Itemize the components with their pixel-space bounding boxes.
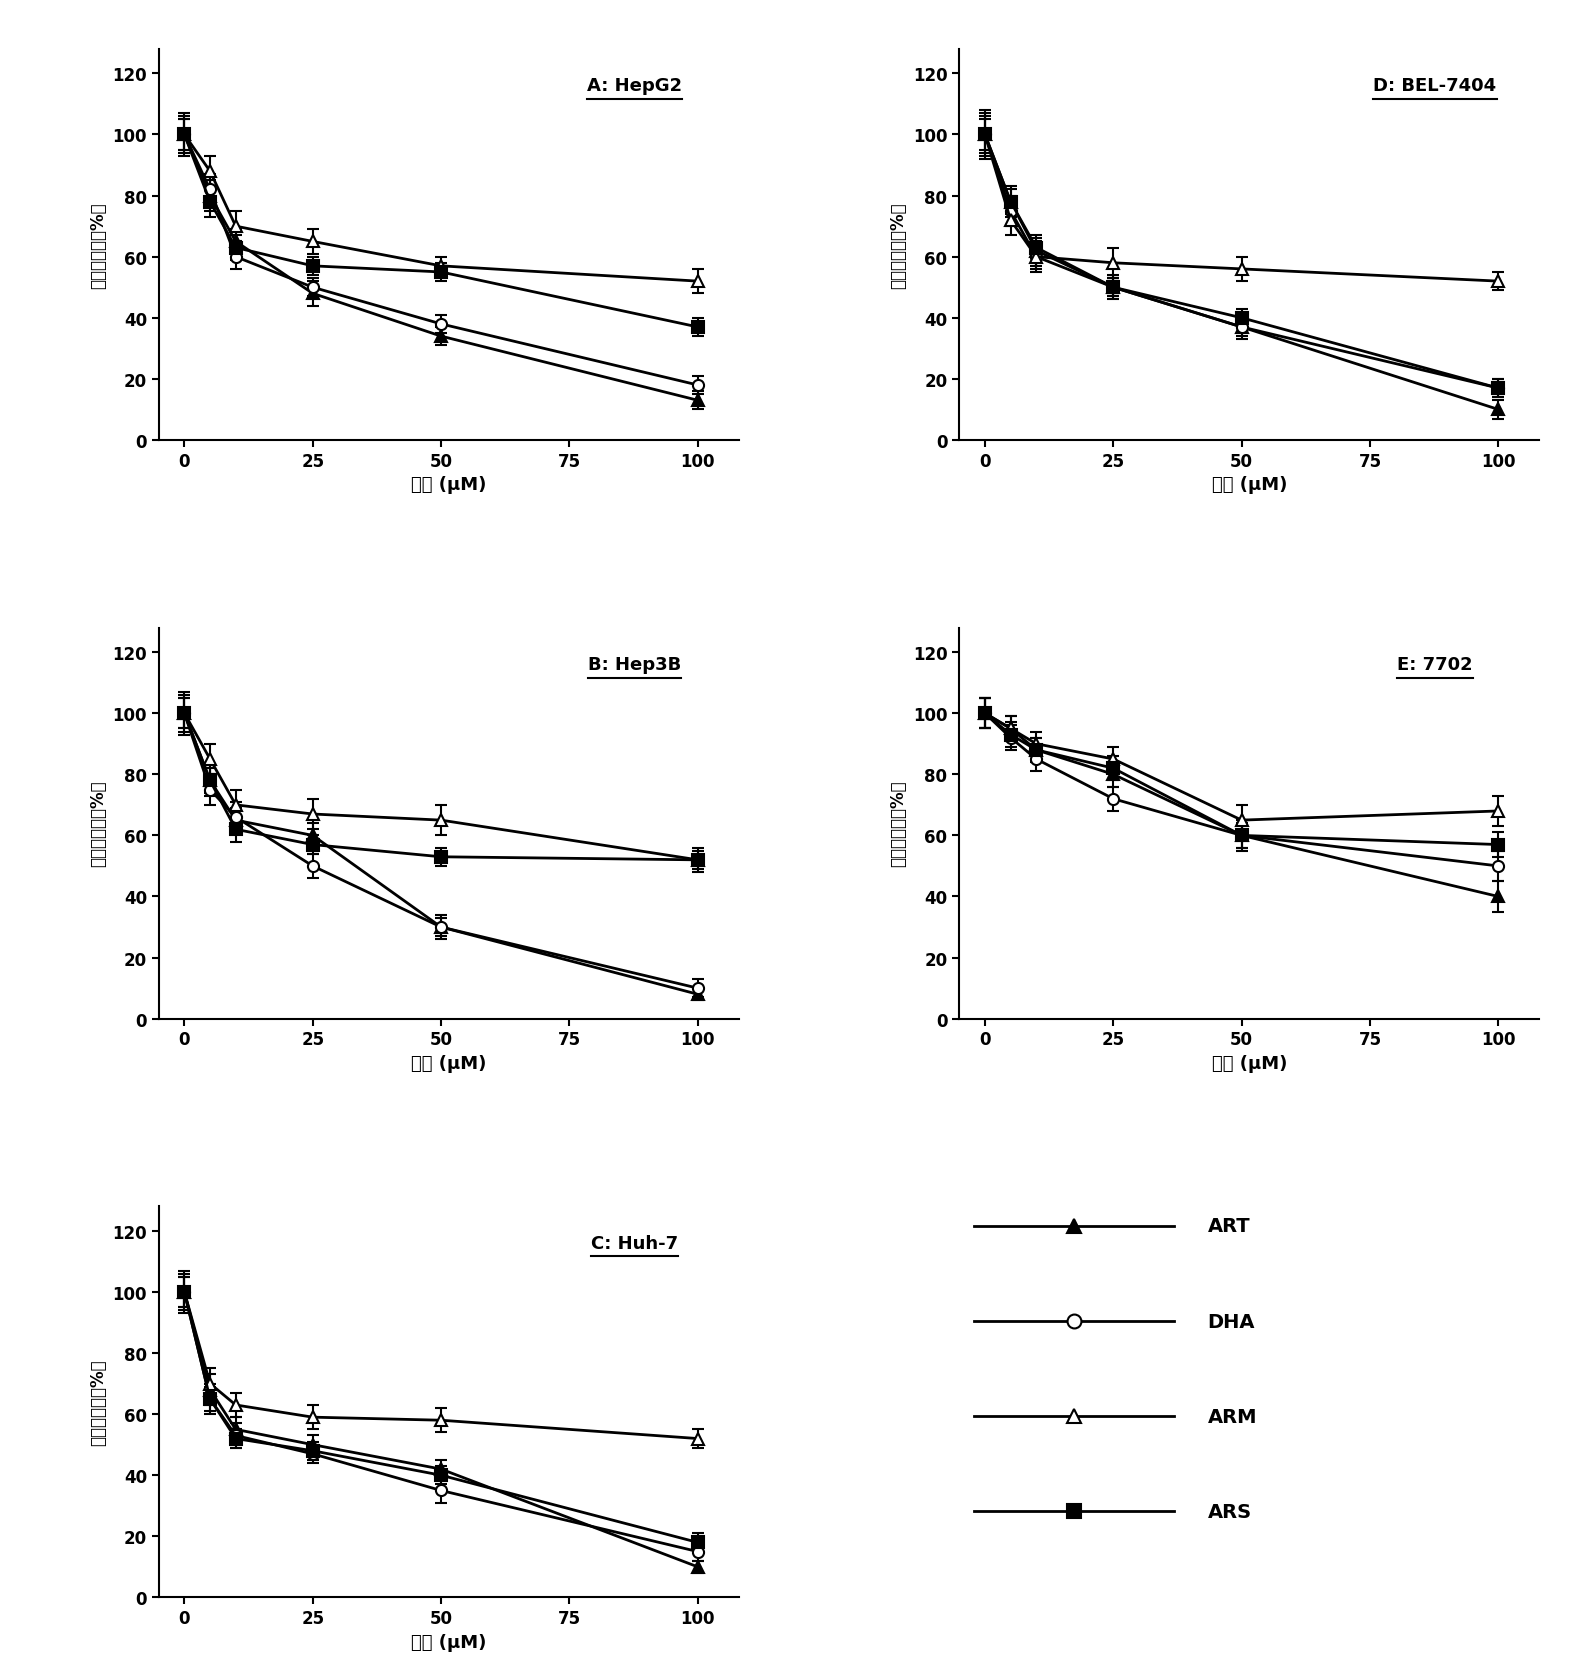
X-axis label: 浓度 (μM): 浓度 (μM) [411,476,487,494]
Text: ARS: ARS [1208,1503,1252,1521]
Text: B: Hep3B: B: Hep3B [587,656,681,674]
Y-axis label: 细胞存活率（%）: 细胞存活率（%） [889,201,908,288]
Y-axis label: 细胞存活率（%）: 细胞存活率（%） [89,1359,106,1446]
Text: C: Huh-7: C: Huh-7 [590,1235,678,1251]
Text: DHA: DHA [1208,1311,1255,1331]
Y-axis label: 细胞存活率（%）: 细胞存活率（%） [889,780,908,867]
Text: E: 7702: E: 7702 [1397,656,1473,674]
X-axis label: 浓度 (μM): 浓度 (μM) [411,1632,487,1651]
X-axis label: 浓度 (μM): 浓度 (μM) [1211,476,1287,494]
Text: ARM: ARM [1208,1406,1257,1426]
Text: ART: ART [1208,1216,1251,1236]
Text: A: HepG2: A: HepG2 [587,77,682,95]
Y-axis label: 细胞存活率（%）: 细胞存活率（%） [89,780,106,867]
Text: D: BEL-7404: D: BEL-7404 [1373,77,1497,95]
Y-axis label: 细胞存活率（%）: 细胞存活率（%） [89,201,106,288]
X-axis label: 浓度 (μM): 浓度 (μM) [1211,1055,1287,1072]
X-axis label: 浓度 (μM): 浓度 (μM) [411,1055,487,1072]
